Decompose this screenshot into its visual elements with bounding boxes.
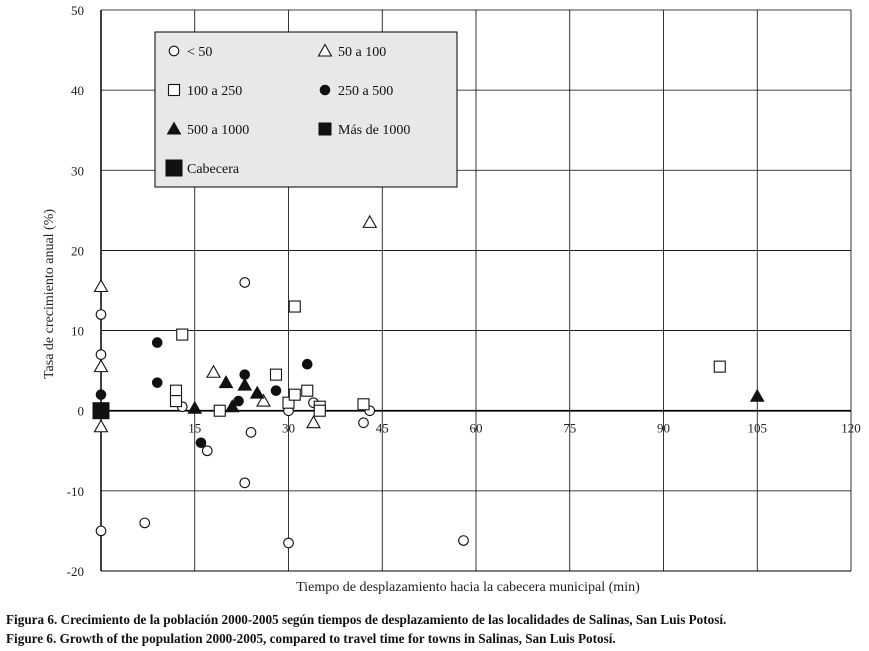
data-point-circle-filled bbox=[151, 377, 163, 388]
data-point-circle-filled bbox=[233, 395, 244, 407]
legend-label: 100 a 250 bbox=[187, 84, 242, 99]
data-point-triangle-open bbox=[362, 214, 378, 228]
data-point-circle-filled bbox=[195, 437, 207, 449]
legend-label: < 50 bbox=[187, 45, 212, 60]
data-point-square-open bbox=[288, 388, 301, 401]
x-tick-label: 105 bbox=[748, 421, 768, 436]
data-point-triangle-open bbox=[256, 393, 271, 407]
data-point-circle-open bbox=[239, 477, 251, 489]
x-tick-label: 15 bbox=[188, 421, 201, 436]
legend-label: 50 a 100 bbox=[338, 45, 386, 60]
data-point-triangle-open bbox=[93, 278, 109, 293]
data-point-square-open bbox=[213, 404, 226, 417]
data-point-square-open bbox=[176, 328, 189, 341]
x-tick-label: 30 bbox=[282, 421, 295, 436]
data-point-circle-filled bbox=[151, 337, 163, 348]
figure-caption-english: Figure 6. Growth of the population 2000-… bbox=[6, 631, 616, 646]
legend-marker-square-filled-large bbox=[165, 159, 183, 177]
data-point-square-open bbox=[313, 404, 326, 417]
x-tick-label: 75 bbox=[563, 421, 576, 436]
legend-label: Cabecera bbox=[187, 162, 240, 177]
data-point-circle-filled bbox=[270, 385, 282, 396]
x-tick-label: 90 bbox=[657, 421, 670, 436]
data-point-circle-open bbox=[201, 445, 213, 457]
grid bbox=[101, 9, 852, 572]
data-point-triangle-open bbox=[93, 359, 109, 373]
scatter-chart: -20 -10 0 10 20 30 40 50 15 30 45 60 75 90 105 120 Tiem… bbox=[42, 3, 861, 595]
data-point-triangle-open bbox=[93, 419, 109, 433]
data-point-triangle-open bbox=[206, 364, 221, 378]
x-tick-label: 120 bbox=[841, 421, 861, 436]
data-point-circle-open bbox=[458, 535, 469, 546]
legend-marker-triangle-filled bbox=[166, 121, 182, 135]
y-tick-label: 0 bbox=[78, 404, 85, 419]
data-point-square-open bbox=[713, 360, 726, 373]
y-tick-label: -10 bbox=[67, 484, 84, 499]
x-tick-label: 45 bbox=[376, 421, 389, 436]
data-point-circle-open bbox=[139, 517, 151, 529]
figure-caption-spanish: Figura 6. Crecimiento de la población 20… bbox=[6, 612, 727, 627]
data-point-circle-filled bbox=[95, 389, 107, 400]
data-point-square-open bbox=[169, 384, 183, 397]
data-point-circle-open bbox=[95, 349, 107, 360]
data-point-circle-open bbox=[358, 417, 369, 429]
data-point-circle-open bbox=[239, 277, 251, 288]
legend-box bbox=[154, 31, 458, 188]
tick-labels: -20 -10 0 10 20 30 40 50 15 30 45 60 75 90 105 120 bbox=[67, 3, 861, 579]
legend-label: Más de 1000 bbox=[338, 123, 410, 138]
data-point-triangle-filled bbox=[237, 377, 253, 391]
legend-marker-triangle-open bbox=[317, 43, 333, 57]
legend-marker-square-filled bbox=[318, 122, 332, 136]
legend-marker-circle-filled bbox=[319, 84, 331, 96]
data-point-circle-open bbox=[283, 537, 294, 549]
data-point-circle-open bbox=[95, 525, 107, 537]
data-point-square-open bbox=[282, 396, 295, 409]
legend: < 50 50 a 100 100 a 250 250 a 500 500 a 1000… bbox=[154, 31, 458, 188]
data-point-triangle-filled bbox=[249, 385, 265, 399]
y-tick-label: 30 bbox=[71, 163, 84, 178]
data-point-triangle-open bbox=[306, 415, 321, 429]
data-points bbox=[92, 214, 765, 549]
data-point-square-open bbox=[169, 395, 183, 408]
y-axis-title: Tasa de crecimiento anual (%) bbox=[42, 209, 57, 379]
data-point-triangle-filled bbox=[224, 399, 240, 413]
data-point-square-open bbox=[357, 398, 370, 411]
y-tick-label: 20 bbox=[71, 243, 84, 258]
data-point-square-open bbox=[301, 384, 314, 397]
x-tick-label: 60 bbox=[470, 421, 483, 436]
data-point-square-filled-large bbox=[92, 402, 110, 420]
data-point-circle-filled bbox=[301, 358, 313, 370]
legend-marker-square-open bbox=[167, 83, 181, 97]
legend-label: 500 a 1000 bbox=[187, 123, 249, 138]
data-point-triangle-filled bbox=[218, 375, 234, 389]
x-axis-title: Tiempo de desplazamiento hacia la cabece… bbox=[296, 580, 640, 595]
data-point-circle-open bbox=[245, 427, 257, 438]
y-tick-label: 10 bbox=[71, 324, 84, 339]
y-tick-label: -20 bbox=[67, 564, 84, 579]
y-tick-label: 40 bbox=[71, 83, 84, 98]
data-point-triangle-filled bbox=[749, 388, 765, 402]
y-tick-label: 50 bbox=[71, 3, 84, 18]
data-point-triangle-filled bbox=[187, 400, 203, 414]
data-point-square-open bbox=[288, 300, 301, 313]
data-point-circle-open bbox=[95, 309, 107, 320]
legend-label: 250 a 500 bbox=[338, 84, 393, 99]
legend-marker-circle-open bbox=[168, 45, 180, 57]
data-point-square-open bbox=[269, 368, 283, 381]
